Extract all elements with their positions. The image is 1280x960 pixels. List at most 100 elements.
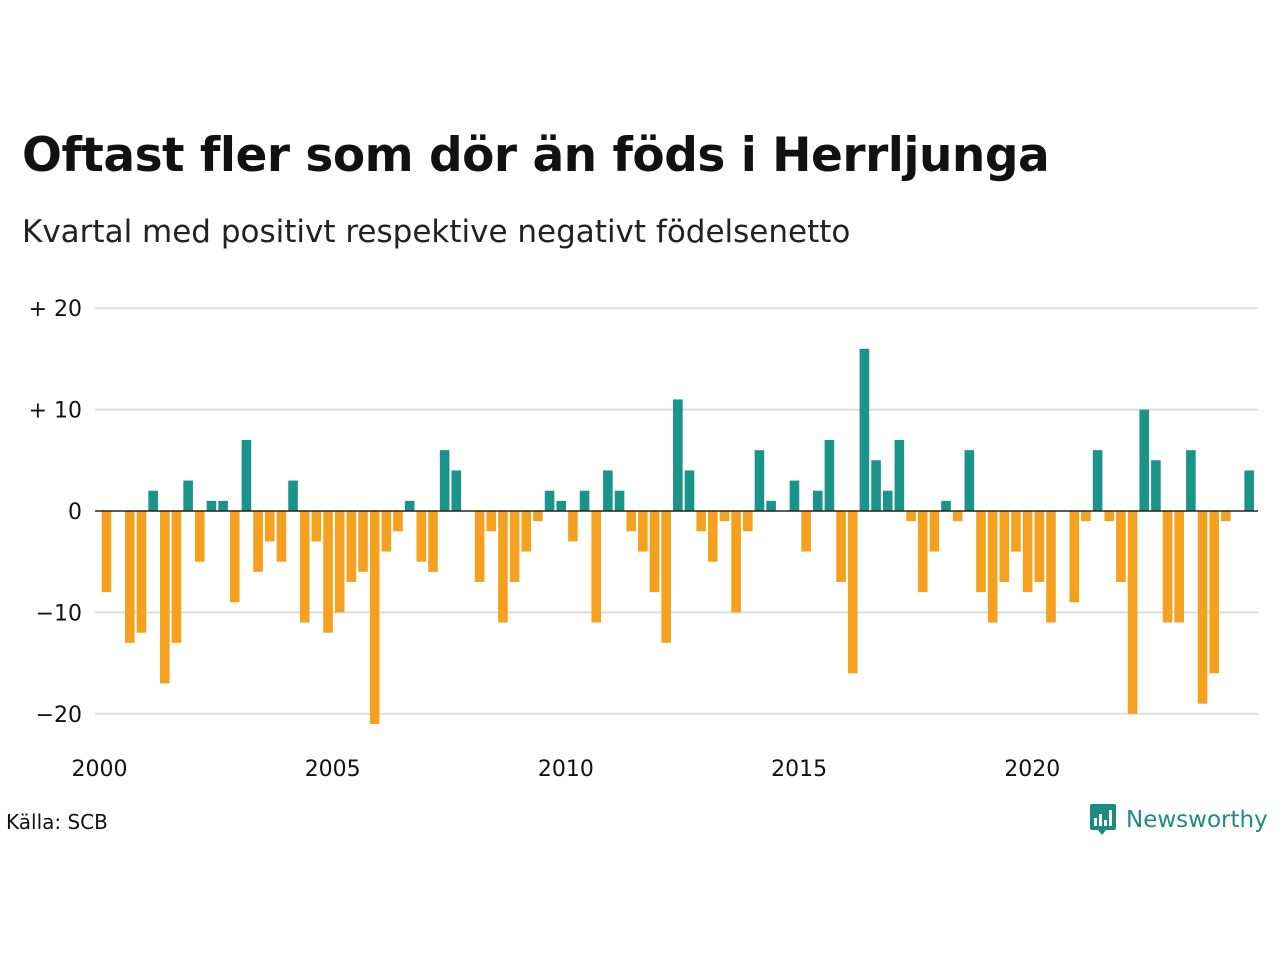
bar-negative <box>171 511 182 643</box>
bar-positive <box>754 450 765 511</box>
bar-negative <box>393 511 403 532</box>
bar-negative <box>334 511 345 613</box>
bar-negative <box>731 511 741 613</box>
bar-negative <box>976 511 986 593</box>
bars <box>101 348 1254 724</box>
logo-text: Newsworthy <box>1126 807 1268 833</box>
chart-subtitle: Kvartal med positivt respektive negativt… <box>22 214 851 250</box>
bar-negative <box>428 511 438 572</box>
y-tick-label: + 10 <box>29 399 82 424</box>
x-tick-label: 2010 <box>538 757 594 782</box>
bar-negative <box>1197 511 1208 704</box>
bar-negative <box>568 511 578 542</box>
bar-positive <box>1139 409 1150 511</box>
bar-positive <box>218 500 228 511</box>
bar-chart: + 20 + 10 0 −10 −20 2000 2005 2010 2015 2020 <box>29 297 1258 782</box>
bar-positive <box>1244 470 1254 511</box>
bar-positive <box>894 440 905 511</box>
bar-negative <box>1162 511 1173 623</box>
bar-negative <box>229 511 240 603</box>
source-note: Källa: SCB <box>6 810 108 834</box>
bar-negative <box>160 511 170 684</box>
bar-negative <box>509 511 520 582</box>
x-tick-label: 2005 <box>305 757 361 782</box>
bar-negative <box>346 511 357 582</box>
bar-negative <box>311 511 322 542</box>
bar-positive <box>614 490 625 511</box>
y-tick-label: 0 <box>68 500 82 525</box>
bar-negative <box>661 511 671 643</box>
bar-negative <box>276 511 287 562</box>
y-tick-label: + 20 <box>29 297 82 322</box>
bar-negative <box>299 511 310 623</box>
bar-positive <box>859 348 870 511</box>
bar-positive <box>824 440 835 511</box>
bar-positive <box>603 470 613 511</box>
bar-negative <box>847 511 858 674</box>
bar-negative <box>498 511 508 623</box>
bar-negative <box>1022 511 1033 593</box>
bar-positive <box>941 500 951 511</box>
bar-positive <box>206 500 217 511</box>
bar-positive <box>882 490 893 511</box>
bar-negative <box>929 511 940 552</box>
bar-negative <box>358 511 368 572</box>
bar-positive <box>673 399 683 511</box>
bar-negative <box>638 511 648 552</box>
x-tick-label: 2000 <box>72 757 128 782</box>
bar-positive <box>183 480 193 511</box>
bar-negative <box>952 511 963 522</box>
x-tick-label: 2015 <box>771 757 827 782</box>
bar-negative <box>1221 511 1231 522</box>
bar-negative <box>136 511 147 633</box>
bar-negative <box>1046 511 1056 623</box>
x-tick-label: 2020 <box>1004 757 1060 782</box>
bar-negative <box>474 511 485 582</box>
bar-negative <box>917 511 928 593</box>
bar-positive <box>556 500 567 511</box>
bar-negative <box>101 511 112 593</box>
bar-negative <box>253 511 263 572</box>
bar-negative <box>626 511 636 532</box>
bar-negative <box>1081 511 1091 522</box>
bar-negative <box>743 511 753 532</box>
bar-positive <box>871 460 881 511</box>
bar-negative <box>125 511 135 643</box>
bar-negative <box>649 511 660 593</box>
bar-negative <box>801 511 811 552</box>
newsworthy-logo: Newsworthy <box>1088 803 1268 837</box>
bar-positive <box>451 470 462 511</box>
bar-negative <box>416 511 427 562</box>
bar-negative <box>194 511 205 562</box>
bar-positive <box>148 490 158 511</box>
bar-positive <box>1092 450 1103 511</box>
bar-negative <box>1209 511 1219 674</box>
bar-negative <box>486 511 497 532</box>
bar-positive <box>812 490 823 511</box>
bar-negative <box>987 511 998 623</box>
bar-negative <box>1104 511 1115 522</box>
bar-positive <box>241 440 252 511</box>
bar-negative <box>1069 511 1080 603</box>
bar-negative <box>591 511 602 623</box>
bar-negative <box>264 511 275 542</box>
bar-negative <box>1034 511 1045 582</box>
bar-negative <box>323 511 333 633</box>
bar-positive <box>579 490 590 511</box>
bar-positive <box>544 490 555 511</box>
bar-negative <box>999 511 1010 582</box>
y-tick-label: −20 <box>36 703 82 728</box>
bar-positive <box>404 500 415 511</box>
y-axis-labels: + 20 + 10 0 −10 −20 <box>29 297 82 728</box>
bar-negative <box>696 511 706 532</box>
bar-positive <box>684 470 695 511</box>
x-axis-labels: 2000 2005 2010 2015 2020 <box>72 757 1061 782</box>
bar-positive <box>1186 450 1196 511</box>
grid-lines <box>95 307 1258 715</box>
bar-negative <box>1116 511 1126 582</box>
bar-negative <box>836 511 846 582</box>
bar-positive <box>789 480 800 511</box>
bar-negative <box>1127 511 1138 714</box>
bar-negative <box>708 511 718 562</box>
bar-positive <box>288 480 298 511</box>
